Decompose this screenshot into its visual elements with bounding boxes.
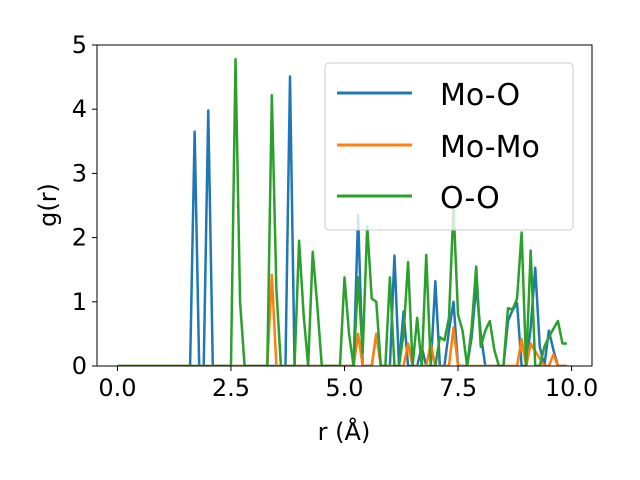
- x-axis-label: r (Å): [318, 417, 371, 446]
- legend-label-mo-mo: Mo-Mo: [440, 130, 540, 165]
- x-tick-label: 10.0: [545, 374, 598, 402]
- x-tick-label: 5.0: [325, 374, 363, 402]
- series-line-mo-o: [117, 75, 568, 366]
- series-line-mo-mo: [117, 273, 568, 366]
- legend-label-mo-o: Mo-O: [440, 78, 520, 113]
- x-tick-label: 0.0: [98, 374, 136, 402]
- y-tick-label: 1: [72, 288, 87, 316]
- series-lines: [117, 57, 568, 366]
- axis-ticks: 0.0 2.5 5.0 7.5 10.0 0 1 2 3 4 5: [72, 31, 599, 402]
- y-tick-label: 5: [72, 31, 87, 59]
- legend: Mo-O Mo-Mo O-O: [324, 62, 574, 231]
- x-tick-label: 7.5: [439, 374, 477, 402]
- x-tick-label: 2.5: [212, 374, 250, 402]
- legend-label-o-o: O-O: [440, 181, 500, 216]
- y-tick-label: 3: [72, 159, 87, 187]
- y-axis-label: g(r): [34, 183, 62, 227]
- y-tick-label: 0: [72, 352, 87, 380]
- legend-box: [324, 62, 574, 231]
- y-tick-label: 2: [72, 224, 87, 252]
- y-tick-label: 4: [72, 95, 87, 123]
- series-line-o-o: [117, 57, 568, 366]
